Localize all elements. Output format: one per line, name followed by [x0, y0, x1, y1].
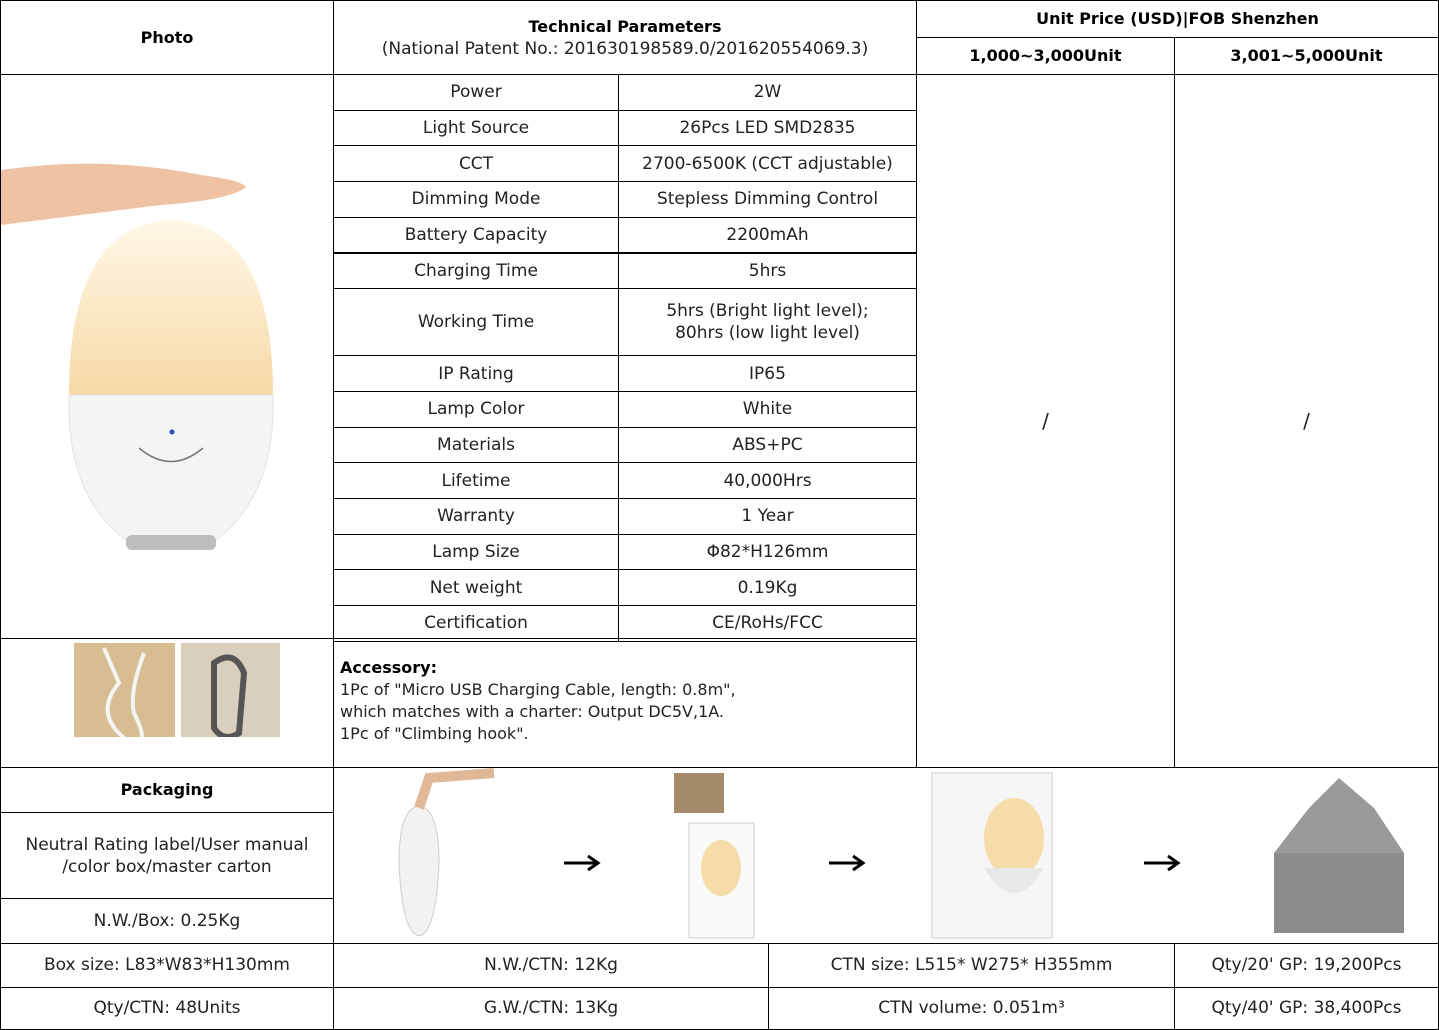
info-cell: Qty/40' GP: 38,400Pcs — [1174, 986, 1439, 1030]
spec-label: Warranty — [333, 498, 619, 535]
tech-header: Technical Parameters (National Patent No… — [333, 0, 917, 75]
accessory-line: which matches with a charter: Output DC5… — [340, 702, 724, 721]
accessory-line: 1Pc of "Climbing hook". — [340, 724, 529, 743]
spec-label: Materials — [333, 426, 619, 464]
spec-label: Certification — [333, 605, 619, 642]
spec-value: CE/RoHs/FCC — [618, 605, 917, 642]
info-cell: CTN volume: 0.051m³ — [768, 986, 1175, 1030]
tech-title: Technical Parameters — [528, 16, 722, 36]
spec-value: ABS+PC — [618, 426, 917, 464]
accessory-title: Accessory: — [340, 658, 437, 677]
packaging-nw: N.W./Box: 0.25Kg — [0, 898, 334, 944]
spec-label: Charging Time — [333, 252, 619, 290]
packaging-illustration — [398, 768, 1404, 939]
spec-value: Φ82*H126mm — [618, 533, 917, 571]
packaging-desc: Neutral Rating label/User manual /color … — [0, 812, 334, 899]
spec-label: Net weight — [333, 569, 619, 607]
spec-label: Lamp Size — [333, 533, 619, 571]
spec-label: CCT — [333, 145, 619, 183]
accessory-line: 1Pc of "Micro USB Charging Cable, length… — [340, 680, 736, 699]
tier-2: 3,001~5,000Unit — [1174, 37, 1439, 75]
info-cell: G.W./CTN: 13Kg — [333, 986, 769, 1030]
info-cell: N.W./CTN: 12Kg — [333, 943, 769, 988]
spec-value: 2W — [618, 74, 917, 111]
photo-cell — [0, 74, 334, 639]
spec-value: 40,000Hrs — [618, 462, 917, 499]
info-cell: CTN size: L515* W275* H355mm — [768, 943, 1175, 988]
accessory-text: Accessory: 1Pc of "Micro USB Charging Ca… — [340, 657, 736, 745]
accessory-photo-cell — [0, 638, 334, 768]
spec-value: Stepless Dimming Control — [618, 181, 917, 218]
spec-label: Battery Capacity — [333, 216, 619, 254]
spec-value: 5hrs (Bright light level); 80hrs (low li… — [618, 288, 917, 357]
price-header: Unit Price (USD)|FOB Shenzhen — [916, 0, 1439, 38]
info-cell: Qty/20' GP: 19,200Pcs — [1174, 943, 1439, 988]
spec-label: Power — [333, 74, 619, 111]
price-cell: / — [916, 74, 1175, 768]
spec-label: Light Source — [333, 109, 619, 147]
price-cell: / — [1174, 74, 1439, 768]
spec-label: Lamp Color — [333, 390, 619, 428]
spec-value: White — [618, 390, 917, 428]
info-cell: Qty/CTN: 48Units — [0, 986, 334, 1030]
spec-label: Working Time — [333, 288, 619, 357]
spec-value: 5hrs — [618, 252, 917, 290]
tier-1: 1,000~3,000Unit — [916, 37, 1175, 75]
spec-label: Dimming Mode — [333, 181, 619, 218]
spec-label: IP Rating — [333, 355, 619, 392]
spec-value: 2200mAh — [618, 216, 917, 254]
info-cell: Box size: L83*W83*H130mm — [0, 943, 334, 988]
photo-header: Photo — [0, 0, 334, 75]
accessory-photos — [74, 643, 280, 737]
accessory-cell: Accessory: 1Pc of "Micro USB Charging Ca… — [333, 638, 917, 768]
spec-value: IP65 — [618, 355, 917, 392]
lamp-photo — [1, 163, 274, 550]
spec-label: Lifetime — [333, 462, 619, 499]
spec-value: 1 Year — [618, 498, 917, 535]
spec-value: 26Pcs LED SMD2835 — [618, 109, 917, 147]
packaging-title: Packaging — [0, 767, 334, 813]
spec-value: 2700-6500K (CCT adjustable) — [618, 145, 917, 183]
patent: (National Patent No.: 201630198589.0/201… — [381, 38, 869, 59]
spec-value: 0.19Kg — [618, 569, 917, 607]
packaging-photos — [333, 767, 1439, 944]
